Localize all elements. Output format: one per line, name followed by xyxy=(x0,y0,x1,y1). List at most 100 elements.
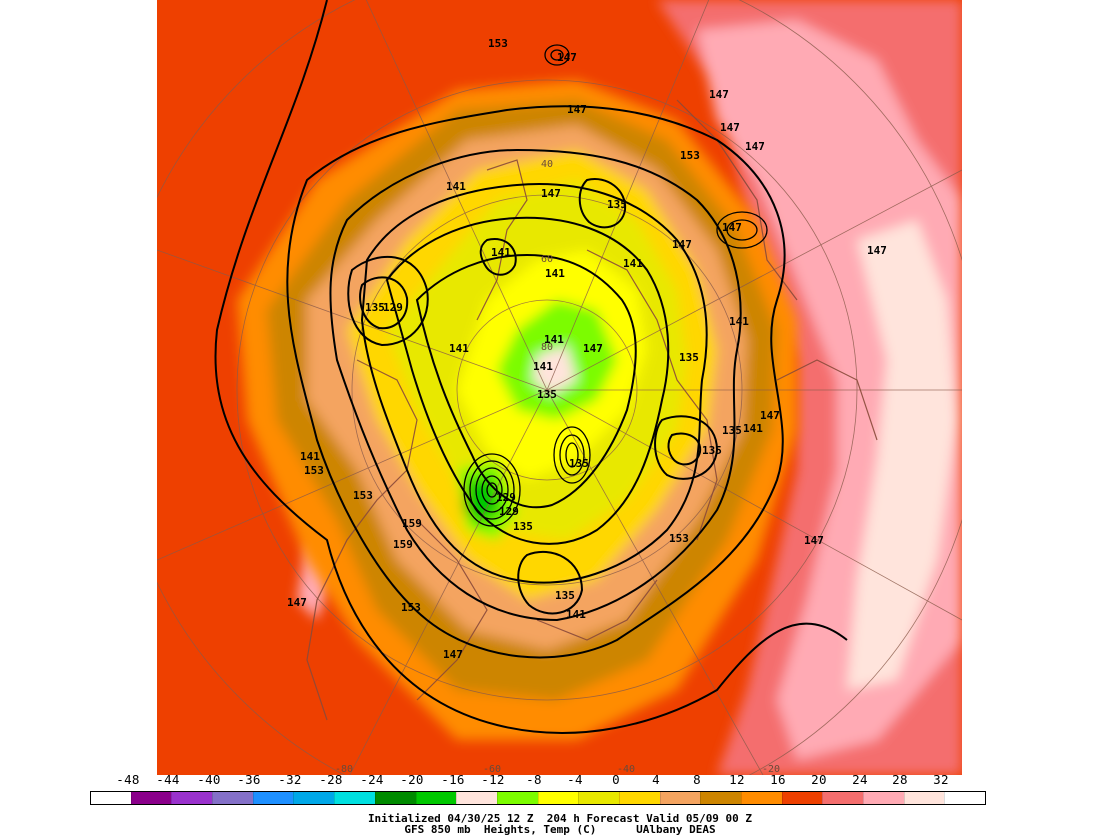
colorbar-swatch xyxy=(781,792,823,804)
contour-label: 159 xyxy=(402,517,422,530)
contour-label: 141 xyxy=(623,257,643,270)
contour-label: 141 xyxy=(300,450,320,463)
colorbar-swatch xyxy=(91,792,131,804)
colorbar-label: -20 xyxy=(400,772,424,787)
contour-label: 141 xyxy=(566,608,586,621)
colorbar-swatch xyxy=(618,792,660,804)
grid-labels: 40 60 80 -60 -40 -20 -80 xyxy=(335,159,780,775)
colorbar-swatch xyxy=(212,792,253,804)
longitude-label: -60 xyxy=(483,764,501,775)
colorbar-label: -36 xyxy=(237,772,261,787)
contour-label: 141 xyxy=(533,360,553,373)
latitude-label: 80 xyxy=(541,342,553,353)
forecast-map: 153 147 147 147 147 147 147 153 141 147 … xyxy=(157,0,962,775)
colorbar-label: 16 xyxy=(770,772,786,787)
colorbar-label: -44 xyxy=(156,772,180,787)
colorbar-label: 4 xyxy=(652,772,660,787)
contour-label: 153 xyxy=(680,149,700,162)
contour-label: 153 xyxy=(401,601,421,614)
contour-label: 129 xyxy=(499,505,519,518)
contour-label: 135 xyxy=(679,351,699,364)
colorbar-swatch xyxy=(252,792,294,804)
contour-label: 147 xyxy=(443,648,463,661)
contour-label: 147 xyxy=(720,121,740,134)
contour-label: 147 xyxy=(557,51,577,64)
colorbar-swatch xyxy=(171,792,213,804)
contour-label: 147 xyxy=(709,88,729,101)
temperature-colorbar xyxy=(90,791,986,805)
longitude-label: -20 xyxy=(762,764,780,775)
contour-label: 135 xyxy=(722,424,742,437)
colorbar-swatch xyxy=(496,792,538,804)
colorbar-label: 0 xyxy=(612,772,620,787)
colorbar-swatch xyxy=(456,792,497,804)
colorbar-label: 32 xyxy=(933,772,949,787)
colorbar-swatch xyxy=(903,792,945,804)
colorbar-label: -8 xyxy=(526,772,542,787)
contour-label: 141 xyxy=(491,246,511,259)
colorbar-swatch xyxy=(944,792,986,804)
contour-label: 141 xyxy=(545,267,565,280)
contour-label: 147 xyxy=(583,342,603,355)
contour-label: 153 xyxy=(304,464,324,477)
map-footer: Initialized 04/30/25 12 Z 204 h Forecast… xyxy=(0,813,1120,835)
colorbar-label: -32 xyxy=(278,772,302,787)
height-contours xyxy=(214,0,848,734)
contour-label: 147 xyxy=(745,140,765,153)
contour-label: 141 xyxy=(446,180,466,193)
contour-label: 147 xyxy=(541,187,561,200)
colorbar-swatch xyxy=(415,792,457,804)
colorbar-swatch xyxy=(130,792,172,804)
colorbar-label: 12 xyxy=(729,772,745,787)
colorbar-swatch xyxy=(293,792,335,804)
contour-label: 135 xyxy=(365,301,385,314)
contour-label: 147 xyxy=(567,103,587,116)
colorbar-swatch xyxy=(334,792,375,804)
contour-label: 141 xyxy=(729,315,749,328)
colorbar-label: -28 xyxy=(319,772,343,787)
colorbar-labels: -48 -44 -40 -36 -32 -28 -24 -20 -16 -12 … xyxy=(90,772,986,788)
colorbar-swatch xyxy=(374,792,416,804)
lat-lon-grid xyxy=(157,0,962,775)
colorbar-label: -48 xyxy=(116,772,140,787)
colorbar-swatch xyxy=(537,792,579,804)
contour-label: 153 xyxy=(669,532,689,545)
contour-labels: 153 147 147 147 147 147 147 153 141 147 … xyxy=(287,37,887,661)
colorbar-swatch xyxy=(578,792,619,804)
contour-label: 153 xyxy=(488,37,508,50)
contour-label: 147 xyxy=(867,244,887,257)
forecast-init-text: Initialized 04/30/25 12 Z 204 h Forecast… xyxy=(367,812,753,825)
contour-label: 135 xyxy=(537,388,557,401)
longitude-label: -40 xyxy=(617,764,635,775)
contour-label: 147 xyxy=(722,221,742,234)
contour-label: 153 xyxy=(353,489,373,502)
contour-label: 135 xyxy=(702,444,722,457)
latitude-label: 40 xyxy=(541,159,553,170)
latitude-label: 60 xyxy=(541,254,553,265)
contour-label: 141 xyxy=(544,333,564,346)
colorbar-swatch xyxy=(822,792,864,804)
contour-label: 159 xyxy=(393,538,413,551)
colorbar-label: 28 xyxy=(892,772,908,787)
longitude-label: -80 xyxy=(335,764,353,775)
contour-label: 141 xyxy=(449,342,469,355)
temperature-fill-cold xyxy=(237,80,797,740)
colorbar-swatch xyxy=(863,792,904,804)
colorbar-label: 8 xyxy=(693,772,701,787)
contour-label: 147 xyxy=(804,534,824,547)
colorbar-label: -24 xyxy=(360,772,384,787)
colorbar-label: -4 xyxy=(567,772,583,787)
contour-label: 135 xyxy=(569,457,589,470)
forecast-product-text: GFS 850 mb Heights, Temp (C) UAlbany DEA… xyxy=(404,823,716,836)
contour-label: 135 xyxy=(555,589,575,602)
colorbar-swatch xyxy=(700,792,741,804)
colorbar-swatch xyxy=(659,792,701,804)
coastlines xyxy=(306,99,878,721)
height-contours-dense xyxy=(463,44,768,527)
colorbar-label: -16 xyxy=(441,772,465,787)
contour-label: 135 xyxy=(607,198,627,211)
colorbar-label: 24 xyxy=(852,772,868,787)
colorbar-label: -40 xyxy=(197,772,221,787)
contour-label: 147 xyxy=(760,409,780,422)
contour-label: 141 xyxy=(743,422,763,435)
